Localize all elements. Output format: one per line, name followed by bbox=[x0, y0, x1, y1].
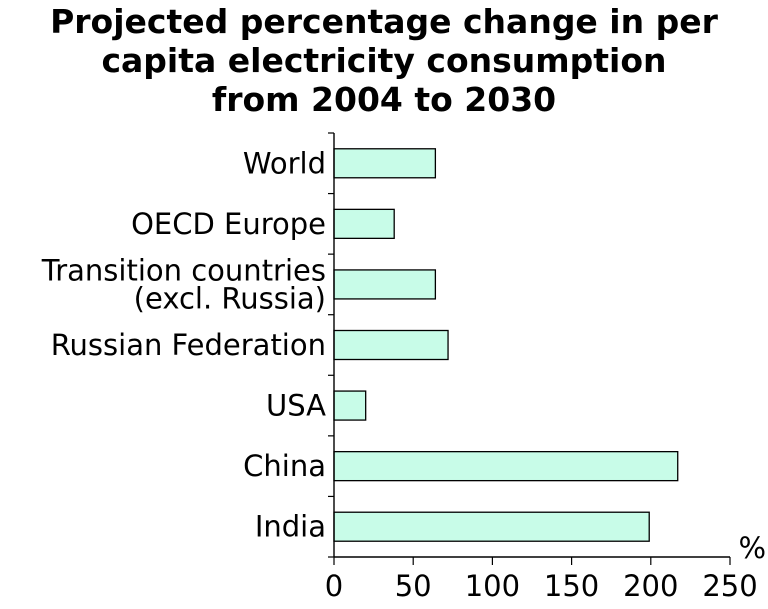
bar-6 bbox=[333, 511, 650, 542]
chart-title-line-1: Projected percentage change in per bbox=[50, 2, 718, 41]
x-tick-label-5: 250 bbox=[702, 569, 757, 603]
x-tick-label-0: 0 bbox=[325, 569, 343, 603]
bar-0 bbox=[333, 148, 437, 179]
bars-group bbox=[333, 148, 679, 542]
category-label-0: World bbox=[243, 146, 326, 180]
category-labels-group: World OECD Europe Transition countries (exc… bbox=[41, 146, 326, 543]
x-tick-label-1: 50 bbox=[395, 569, 432, 603]
category-label-0-line-0: World bbox=[243, 146, 326, 180]
category-label-4: USA bbox=[266, 389, 326, 423]
axes-group bbox=[328, 132, 730, 558]
x-ticks-group: 0 50 100 150 200 250 bbox=[325, 557, 758, 603]
category-label-4-line-0: USA bbox=[266, 389, 326, 423]
bar-4 bbox=[333, 390, 367, 421]
chart-title-line-3: from 2004 to 2030 bbox=[211, 80, 557, 119]
chart-title-line-2: capita electricity consumption bbox=[101, 41, 667, 80]
x-tick-label-4: 200 bbox=[623, 569, 678, 603]
category-label-6-line-0: India bbox=[255, 510, 326, 544]
x-axis-unit-label: % bbox=[738, 531, 766, 565]
x-tick-label-3: 150 bbox=[544, 569, 599, 603]
bar-1 bbox=[333, 208, 395, 240]
category-label-1: OECD Europe bbox=[131, 207, 326, 241]
category-label-1-line-0: OECD Europe bbox=[131, 207, 326, 241]
category-label-5-line-0: China bbox=[243, 449, 326, 483]
category-label-6: India bbox=[255, 510, 326, 544]
category-label-3: Russian Federation bbox=[51, 328, 326, 362]
bar-2 bbox=[333, 269, 437, 300]
category-label-2-line-1: (excl. Russia) bbox=[134, 281, 326, 315]
category-label-2-line-0: Transition countries bbox=[41, 253, 326, 287]
category-label-5: China bbox=[243, 449, 326, 483]
bar-3 bbox=[333, 329, 449, 361]
bar-5 bbox=[333, 450, 679, 482]
x-tick-label-2: 100 bbox=[465, 569, 520, 603]
category-label-3-line-0: Russian Federation bbox=[51, 328, 326, 362]
category-label-2: Transition countries (excl. Russia) bbox=[41, 253, 326, 315]
chart-title: Projected percentage change in per capit… bbox=[0, 2, 768, 119]
